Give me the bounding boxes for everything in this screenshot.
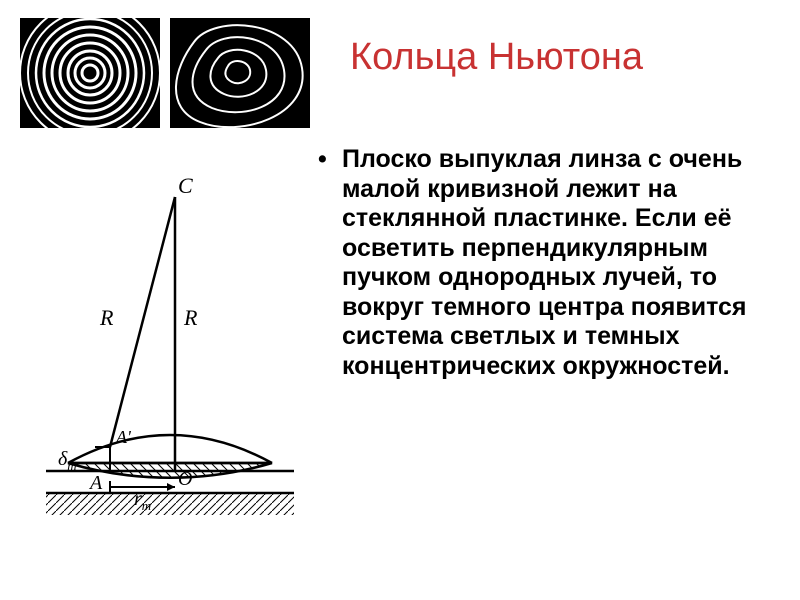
rings-photo-left (20, 18, 160, 128)
page-title: Кольца Ньютона (350, 36, 643, 79)
photo-pair (20, 18, 310, 128)
label-delta: δm (58, 448, 77, 473)
diagram-svg: C R R A' A O δm rm (40, 175, 300, 545)
header-row: Кольца Ньютона (20, 18, 780, 128)
body-row: C R R A' A O δm rm Плоско выпуклая линза… (40, 145, 780, 545)
label-r-left: R (99, 305, 114, 330)
rings-photo-right (170, 18, 310, 128)
label-r-right: R (183, 305, 198, 330)
label-o: O (178, 468, 192, 490)
body-bullet: Плоско выпуклая линза с очень малой крив… (318, 145, 780, 381)
lens-diagram: C R R A' A O δm rm (40, 175, 300, 545)
rings-svg-right (170, 18, 310, 128)
label-c: C (178, 175, 193, 198)
label-a: A (88, 472, 103, 494)
body-text-block: Плоско выпуклая линза с очень малой крив… (318, 145, 780, 381)
label-a-prime: A' (115, 427, 132, 447)
rings-svg-left (20, 18, 160, 128)
